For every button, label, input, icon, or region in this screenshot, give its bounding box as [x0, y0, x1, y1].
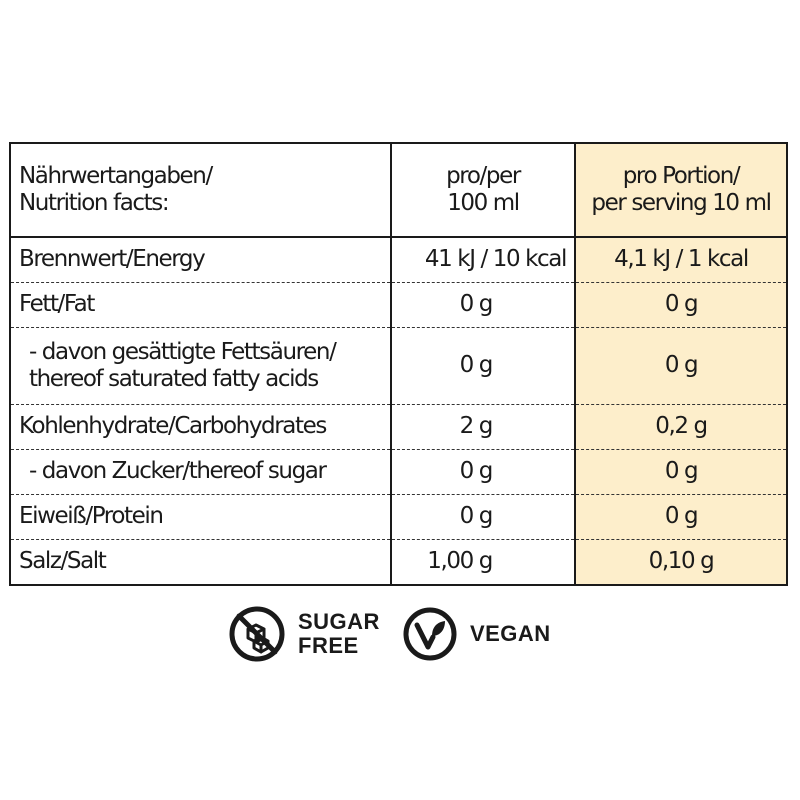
table-row: - davon gesättigte Fettsäuren/ thereof s… — [9, 327, 788, 405]
sugar-free-badge: SUGAR FREE — [228, 605, 380, 663]
row-value-serving-carbohydrates: 0,2 g — [574, 404, 788, 450]
vegan-badge: VEGAN — [402, 606, 551, 662]
sugar-free-label: SUGAR FREE — [298, 609, 380, 658]
table-row: - davon Zucker/thereof sugar 0 g 0 g — [9, 449, 788, 495]
table-header-row: Nährwertangaben/ Nutrition facts: pro/pe… — [9, 142, 788, 238]
row-value-serving-saturated-fat: 0 g — [574, 327, 788, 405]
row-label-sugar: - davon Zucker/thereof sugar — [9, 449, 392, 495]
row-label-carbohydrates: Kohlenhydrate/Carbohydrates — [9, 404, 392, 450]
badges-row: SUGAR FREE VEGAN — [228, 604, 551, 664]
row-value-per100-energy: 41 kJ / 10 kcal — [390, 237, 576, 283]
row-value-serving-fat: 0 g — [574, 282, 788, 328]
row-label-fat: Fett/Fat — [9, 282, 392, 328]
row-value-serving-protein: 0 g — [574, 494, 788, 540]
table-row: Brennwert/Energy 41 kJ / 10 kcal 4,1 kJ … — [9, 237, 788, 283]
row-value-per100-salt: 1,00 g — [390, 539, 576, 586]
row-value-serving-energy: 4,1 kJ / 1 kcal — [574, 237, 788, 283]
row-label-saturated-fat: - davon gesättigte Fettsäuren/ thereof s… — [9, 327, 392, 405]
row-value-per100-fat: 0 g — [390, 282, 576, 328]
table-row: Eiweiß/Protein 0 g 0 g — [9, 494, 788, 540]
table-row: Kohlenhydrate/Carbohydrates 2 g 0,2 g — [9, 404, 788, 450]
row-value-per100-sugar: 0 g — [390, 449, 576, 495]
sugar-cube-crossed-icon — [229, 606, 285, 662]
row-label-protein: Eiweiß/Protein — [9, 494, 392, 540]
header-label: Nährwertangaben/ Nutrition facts: — [9, 142, 392, 238]
header-per-100ml: pro/per 100 ml — [390, 142, 576, 238]
header-per-serving: pro Portion/ per serving 10 ml — [574, 142, 788, 238]
vegan-label: VEGAN — [469, 621, 551, 646]
vegan-v-leaf-icon — [403, 607, 457, 661]
row-value-per100-protein: 0 g — [390, 494, 576, 540]
row-value-per100-saturated-fat: 0 g — [390, 327, 576, 405]
table-row: Salz/Salt 1,00 g 0,10 g — [9, 539, 788, 586]
row-label-salt: Salz/Salt — [9, 539, 392, 586]
row-value-per100-carbohydrates: 2 g — [390, 404, 576, 450]
row-value-serving-salt: 0,10 g — [574, 539, 788, 586]
row-label-energy: Brennwert/Energy — [9, 237, 392, 283]
nutrition-table: Nährwertangaben/ Nutrition facts: pro/pe… — [9, 142, 788, 586]
row-value-serving-sugar: 0 g — [574, 449, 788, 495]
table-row: Fett/Fat 0 g 0 g — [9, 282, 788, 328]
